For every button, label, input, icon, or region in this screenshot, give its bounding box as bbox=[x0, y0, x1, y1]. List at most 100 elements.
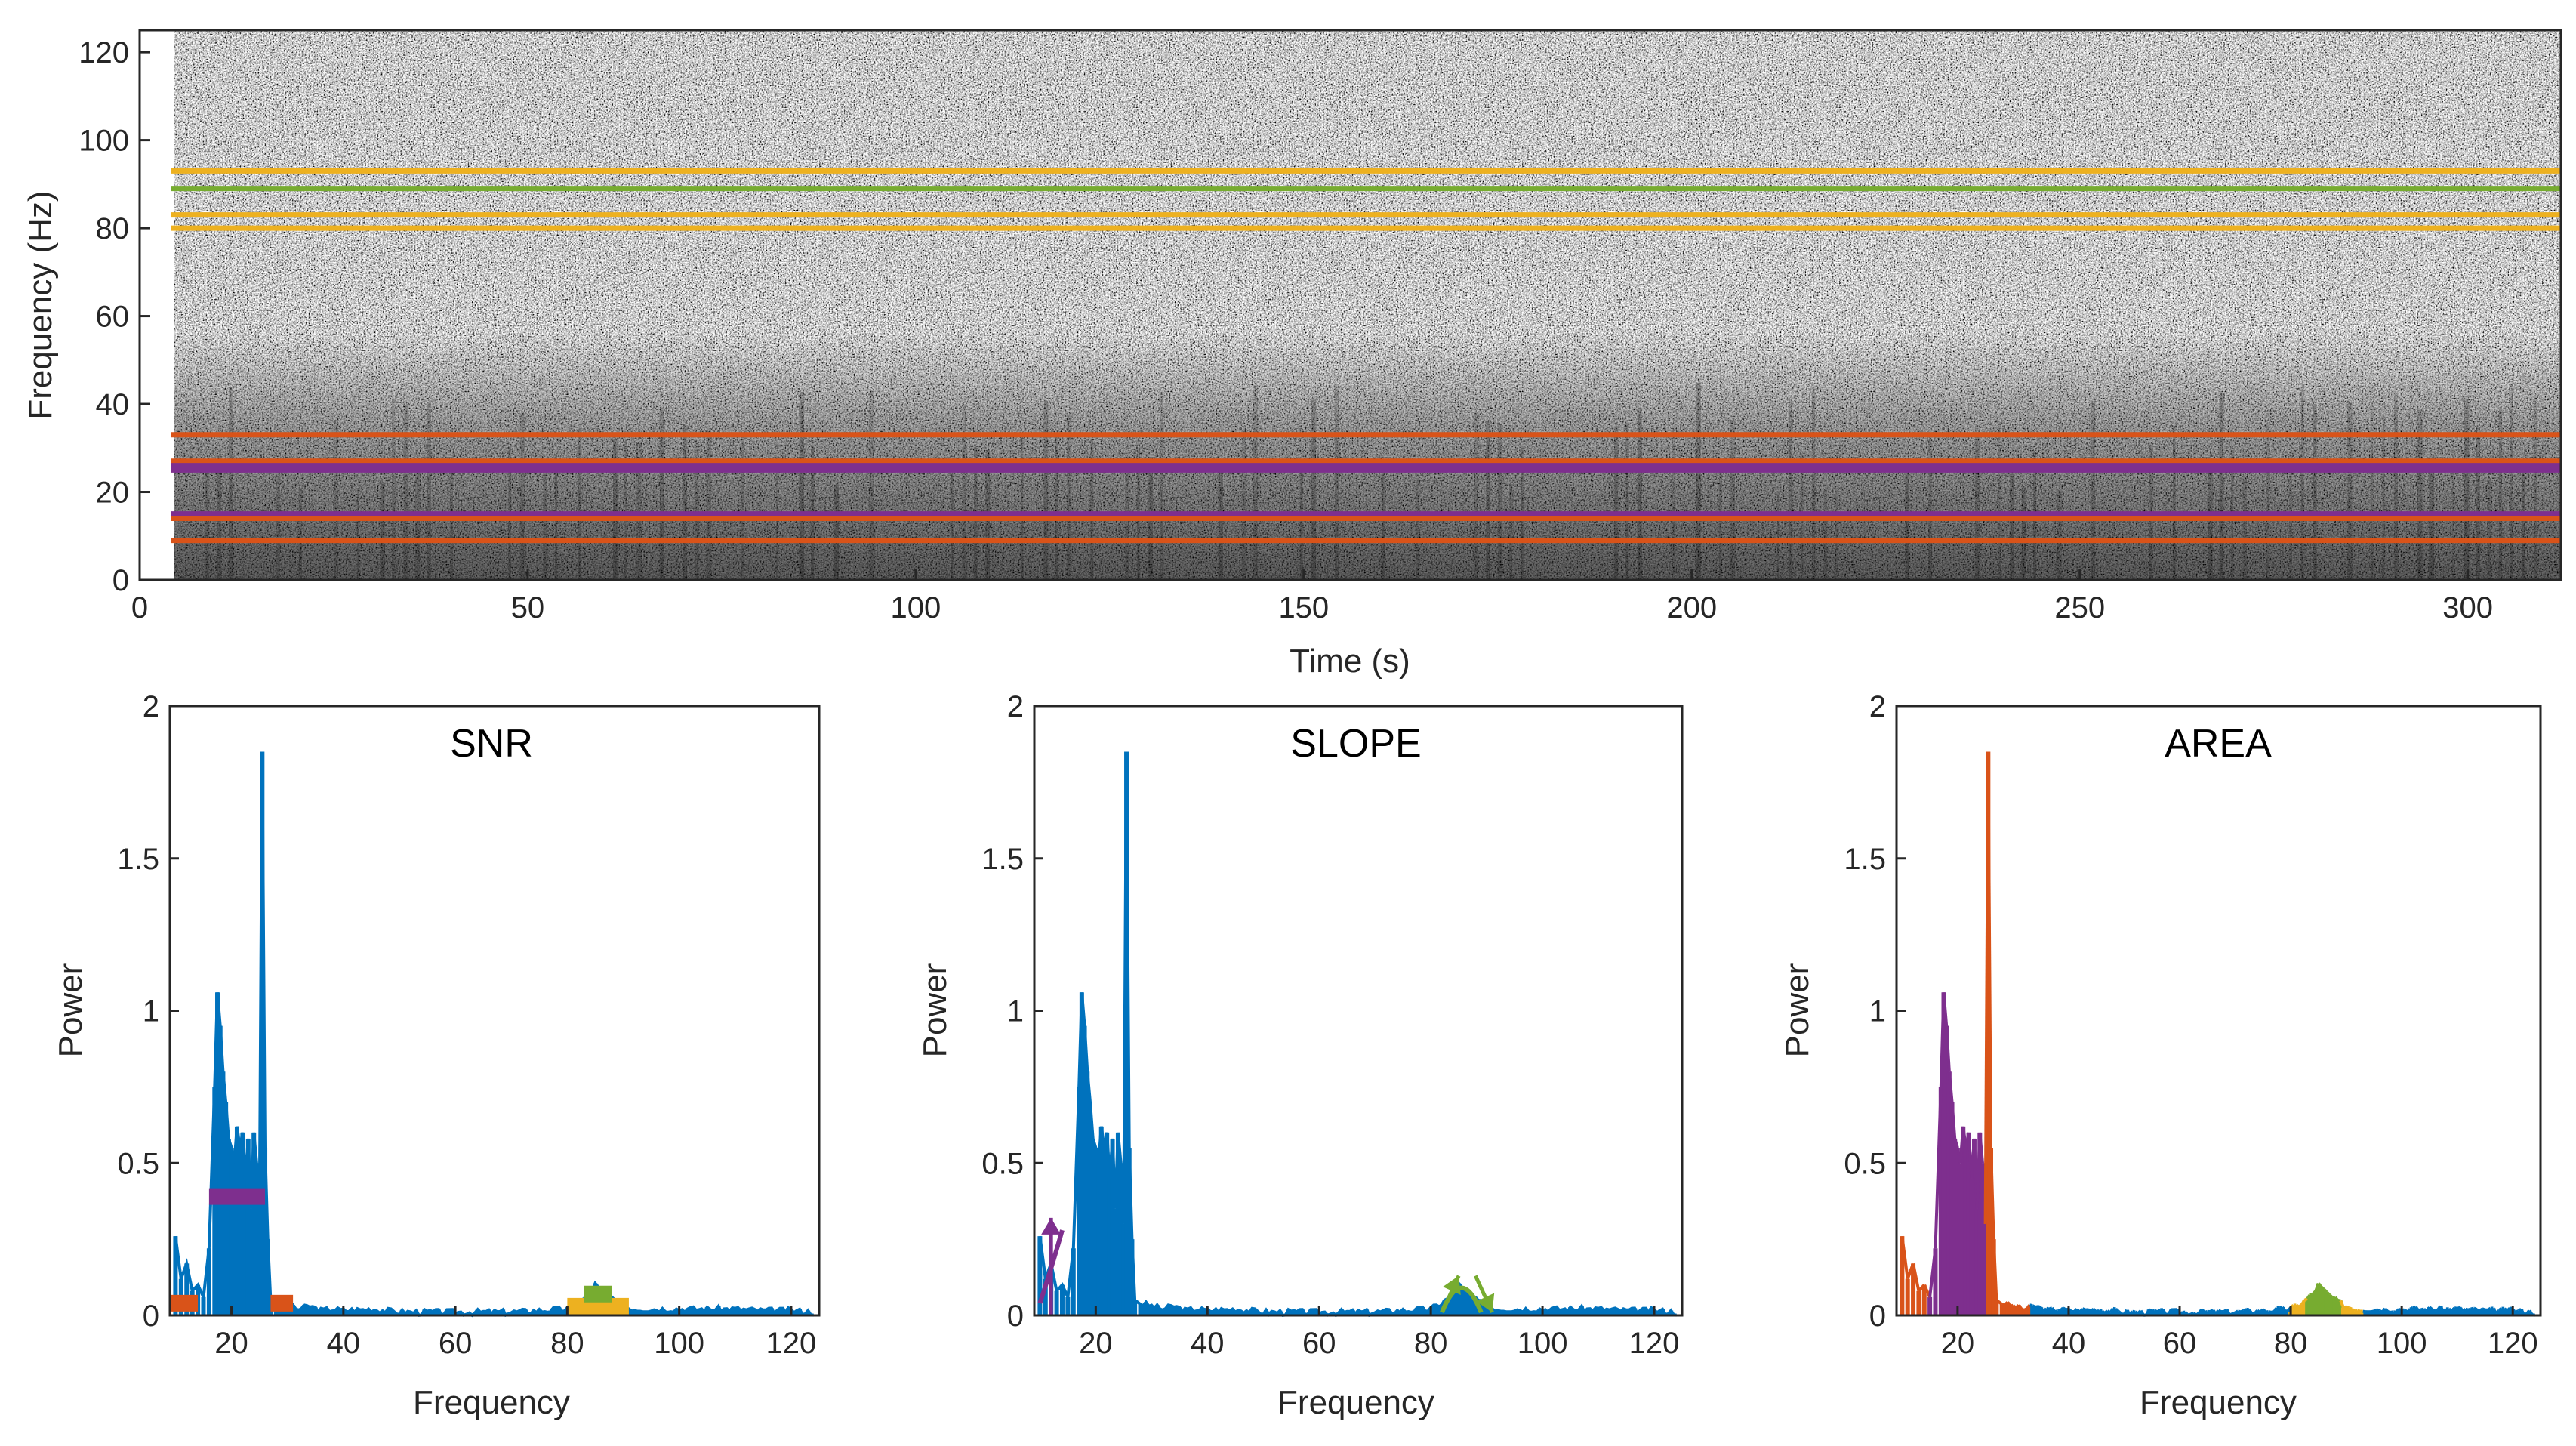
area-outline bbox=[2430, 1307, 2433, 1309]
spectrogram-stripe bbox=[2371, 402, 2373, 580]
area-outline bbox=[2471, 1308, 2474, 1309]
x-tick-label: 20 bbox=[214, 1327, 248, 1360]
spectrum-line bbox=[1040, 752, 1676, 1315]
area-outline bbox=[2454, 1308, 2457, 1309]
spectrogram-stripe bbox=[299, 488, 302, 580]
area-outline bbox=[2115, 1309, 2118, 1311]
area-outline bbox=[2330, 1295, 2333, 1298]
snr-y-label: Power bbox=[52, 963, 89, 1058]
spectrogram-stripe bbox=[683, 425, 687, 580]
area-outline bbox=[2355, 1311, 2358, 1312]
spectrogram-stripe bbox=[1824, 490, 1828, 580]
x-tick-label: 80 bbox=[550, 1327, 584, 1360]
area-outline bbox=[2313, 1291, 2316, 1294]
area-outline bbox=[2099, 1310, 2102, 1311]
area-outline bbox=[2499, 1309, 2502, 1311]
area-outline bbox=[2396, 1309, 2399, 1312]
spectrogram-stripe bbox=[2010, 462, 2014, 580]
y-tick-label: 100 bbox=[79, 125, 129, 158]
x-tick-label: 100 bbox=[1518, 1327, 1568, 1360]
y-tick-label: 0 bbox=[112, 564, 129, 597]
area-outline bbox=[2408, 1309, 2411, 1312]
y-tick-label: 1.5 bbox=[981, 843, 1024, 876]
slope-y-label: Power bbox=[917, 963, 954, 1058]
area-outline bbox=[2335, 1297, 2338, 1300]
area-outline bbox=[2241, 1311, 2244, 1312]
x-tick-label: 0 bbox=[131, 591, 148, 624]
spectrogram-stripe bbox=[205, 470, 208, 580]
area-outline bbox=[2463, 1309, 2466, 1311]
area-outline bbox=[2299, 1305, 2302, 1307]
area-outline bbox=[2466, 1309, 2469, 1310]
area-outline bbox=[2254, 1310, 2257, 1313]
y-tick-label: 0 bbox=[1869, 1300, 1886, 1333]
snr-x-label: Frequency bbox=[413, 1384, 570, 1421]
y-tick-label: 1.5 bbox=[1844, 843, 1886, 876]
plot-area bbox=[1902, 752, 2534, 1315]
area-outline bbox=[2443, 1309, 2446, 1312]
y-tick-label: 120 bbox=[79, 36, 129, 69]
area-outline bbox=[2496, 1310, 2499, 1313]
spectrogram-stripe bbox=[2383, 415, 2385, 580]
x-tick-label: 40 bbox=[2052, 1327, 2086, 1360]
x-tick-label: 80 bbox=[2274, 1327, 2308, 1360]
spectrogram-stripe bbox=[1311, 399, 1316, 580]
spectrogram-stripe bbox=[1730, 420, 1735, 580]
band-marker-green bbox=[584, 1286, 612, 1303]
area-outline bbox=[2238, 1311, 2241, 1312]
spectrogram-stripe bbox=[276, 464, 280, 580]
spectrogram-stripe bbox=[1160, 391, 1163, 580]
area-outline bbox=[2516, 1311, 2519, 1313]
spectrogram-y-label: Frequency (Hz) bbox=[22, 190, 59, 419]
spectrogram-stripe bbox=[1905, 470, 1909, 580]
spectrogram-x-label: Time (s) bbox=[1290, 643, 1410, 680]
spectrogram-stripe bbox=[544, 473, 547, 580]
x-tick-label: 100 bbox=[2377, 1327, 2427, 1360]
y-tick-label: 20 bbox=[96, 476, 130, 510]
spectrogram-stripe bbox=[1777, 491, 1779, 580]
area-outline bbox=[2152, 1311, 2155, 1312]
spectrogram-stripe bbox=[1672, 430, 1675, 580]
area-outline bbox=[2410, 1308, 2413, 1309]
spectrogram-stripe bbox=[2476, 427, 2480, 580]
y-tick-label: 0 bbox=[143, 1300, 159, 1333]
x-tick-label: 20 bbox=[1941, 1327, 1975, 1360]
band-marker-orange bbox=[270, 1295, 293, 1312]
area-outline bbox=[2324, 1290, 2327, 1293]
x-tick-label: 80 bbox=[1414, 1327, 1448, 1360]
y-tick-label: 1 bbox=[1869, 995, 1886, 1028]
spectrogram-stripe bbox=[2243, 477, 2247, 580]
x-tick-label: 300 bbox=[2442, 591, 2493, 624]
y-tick-label: 40 bbox=[96, 388, 130, 421]
area-outline bbox=[2310, 1294, 2313, 1295]
area-outline bbox=[2488, 1309, 2491, 1310]
area-outline bbox=[2346, 1307, 2350, 1308]
y-tick-label: 0.5 bbox=[1844, 1147, 1886, 1180]
x-tick-label: 120 bbox=[766, 1327, 817, 1360]
area-outline bbox=[2371, 1311, 2374, 1312]
x-tick-label: 60 bbox=[1302, 1327, 1336, 1360]
spectrogram-stripe bbox=[427, 402, 431, 580]
spectrogram-stripe bbox=[1812, 389, 1815, 580]
band-marker-purple bbox=[209, 1189, 265, 1205]
x-tick-label: 120 bbox=[1629, 1327, 1680, 1360]
y-tick-label: 2 bbox=[1869, 690, 1886, 723]
area-outline bbox=[2374, 1310, 2377, 1312]
area-outline bbox=[2244, 1309, 2247, 1311]
spectrogram-stripe bbox=[1498, 424, 1502, 580]
spectrogram-stripe bbox=[1021, 434, 1024, 580]
area-outline bbox=[2082, 1309, 2085, 1310]
spectrogram-stripe bbox=[951, 473, 953, 580]
y-tick-label: 0.5 bbox=[981, 1147, 1024, 1180]
area-outline bbox=[2343, 1307, 2346, 1308]
area-outline bbox=[2327, 1292, 2330, 1295]
y-tick-label: 2 bbox=[1007, 690, 1024, 723]
spectrogram-stripe bbox=[1242, 429, 1247, 580]
spectrogram-stripe bbox=[229, 387, 233, 580]
spectrogram-stripe bbox=[2301, 387, 2304, 580]
